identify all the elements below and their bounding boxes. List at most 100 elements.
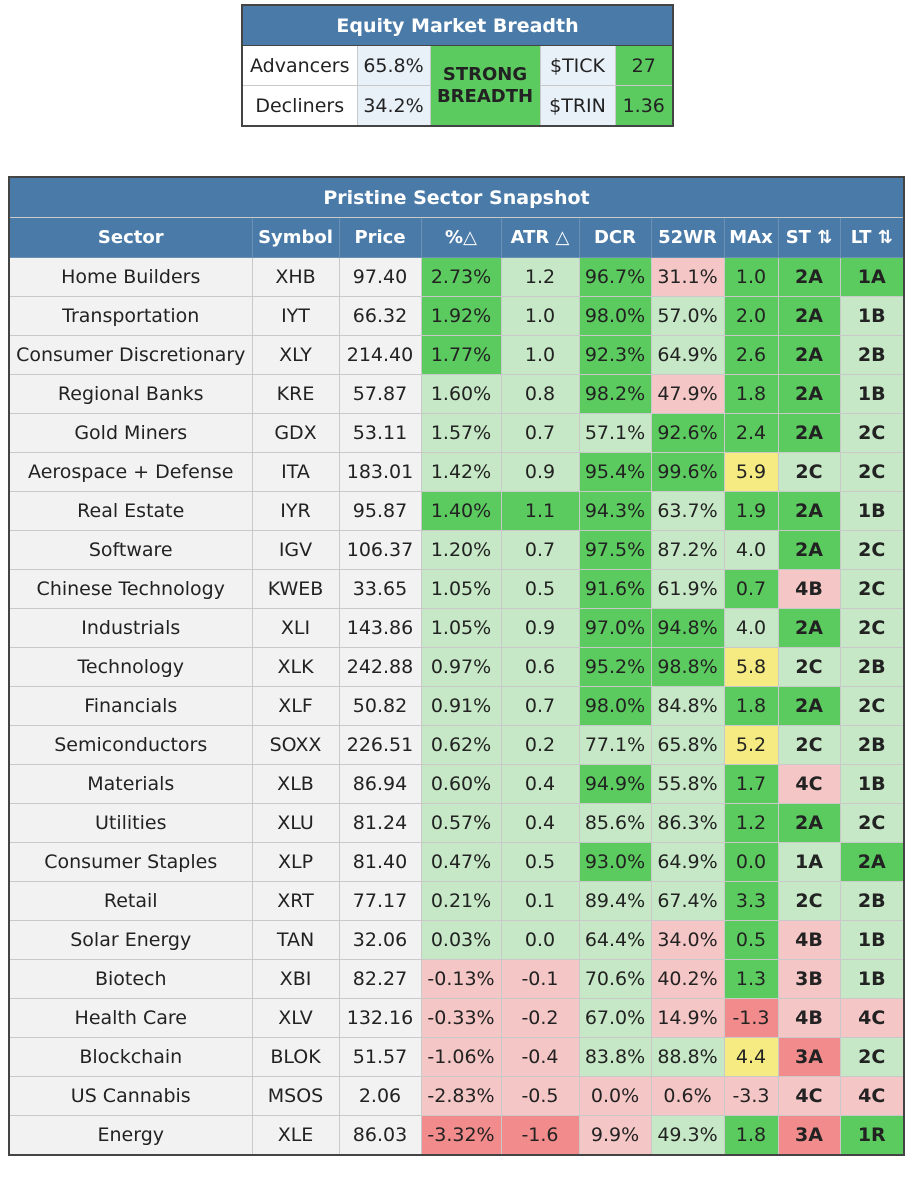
cell-sector: Semiconductors — [8, 725, 253, 765]
cell-price: 242.88 — [338, 647, 422, 687]
table-row: Retail XRT 77.17 0.21% 0.1 89.4% 67.4% 3.3 2C 2B — [8, 881, 905, 921]
cell-symbol: KRE — [251, 374, 340, 414]
cell-symbol: XLF — [251, 686, 340, 726]
cell-price: 143.86 — [338, 608, 422, 648]
sector-table-title: Pristine Sector Snapshot — [8, 176, 905, 218]
cell-pct-change: 1.60% — [420, 374, 502, 414]
table-row: Biotech XBI 82.27 -0.13% -0.1 70.6% 40.2% 1.3 3B… — [8, 959, 905, 999]
col-header-max[interactable]: MAx — [723, 217, 779, 258]
cell-dcr: 89.4% — [578, 881, 652, 921]
col-header-lt[interactable]: LT ⇅ — [839, 217, 905, 258]
cell-price: 33.65 — [338, 569, 422, 609]
cell-pct-change: 0.47% — [420, 842, 502, 882]
cell-max: 4.0 — [723, 530, 779, 570]
col-header-52wr[interactable]: 52WR — [650, 217, 725, 258]
cell-atr-change: -0.1 — [500, 959, 580, 999]
cell-sector: Health Care — [8, 998, 253, 1038]
table-row: Semiconductors SOXX 226.51 0.62% 0.2 77.1% 65.… — [8, 725, 905, 765]
sector-table-body: Home Builders XHB 97.40 2.73% 1.2 96.7% 31.1% 1… — [8, 257, 905, 1156]
cell-atr-change: 0.7 — [500, 530, 580, 570]
cell-pct-change: 0.57% — [420, 803, 502, 843]
cell-pct-change: -1.06% — [420, 1037, 502, 1077]
col-header-st[interactable]: ST ⇅ — [777, 217, 841, 258]
cell-atr-change: 0.5 — [500, 842, 580, 882]
table-row: Energy XLE 86.03 -3.32% -1.6 9.9% 49.3% 1.8 3A 1R — [8, 1115, 905, 1156]
cell-atr-change: 0.2 — [500, 725, 580, 765]
cell-max: -3.3 — [723, 1076, 779, 1116]
col-header-symbol[interactable]: Symbol — [251, 217, 340, 258]
table-row: Chinese Technology KWEB 33.65 1.05% 0.5 91.6%… — [8, 569, 905, 609]
cell-price: 51.57 — [338, 1037, 422, 1077]
cell-price: 2.06 — [338, 1076, 422, 1116]
cell-lt: 4C — [839, 1076, 905, 1116]
cell-lt: 2A — [839, 842, 905, 882]
cell-atr-change: 0.9 — [500, 608, 580, 648]
advancers-label: Advancers — [241, 45, 358, 86]
cell-52wr: 34.0% — [650, 920, 725, 960]
cell-52wr: 55.8% — [650, 764, 725, 804]
decliners-label: Decliners — [241, 85, 358, 127]
cell-52wr: 92.6% — [650, 413, 725, 453]
col-header-sector[interactable]: Sector — [8, 217, 253, 258]
cell-dcr: 92.3% — [578, 335, 652, 375]
cell-st: 2C — [777, 452, 841, 492]
cell-pct-change: -2.83% — [420, 1076, 502, 1116]
cell-st: 2A — [777, 686, 841, 726]
cell-52wr: 84.8% — [650, 686, 725, 726]
cell-st: 3A — [777, 1115, 841, 1156]
cell-max: 1.3 — [723, 959, 779, 999]
cell-dcr: 0.0% — [578, 1076, 652, 1116]
col-header-pct-change[interactable]: %△ — [420, 217, 502, 258]
cell-dcr: 95.4% — [578, 452, 652, 492]
cell-sector: Transportation — [8, 296, 253, 336]
cell-st: 4B — [777, 569, 841, 609]
cell-52wr: 57.0% — [650, 296, 725, 336]
col-header-dcr[interactable]: DCR — [578, 217, 652, 258]
cell-52wr: 64.9% — [650, 842, 725, 882]
cell-price: 57.87 — [338, 374, 422, 414]
cell-max: 0.0 — [723, 842, 779, 882]
cell-lt: 2C — [839, 608, 905, 648]
cell-symbol: XLY — [251, 335, 340, 375]
cell-sector: Solar Energy — [8, 920, 253, 960]
table-row: Consumer Discretionary XLY 214.40 1.77% 1.0 9… — [8, 335, 905, 375]
cell-price: 81.24 — [338, 803, 422, 843]
cell-price: 226.51 — [338, 725, 422, 765]
cell-max: 1.8 — [723, 686, 779, 726]
cell-pct-change: -0.13% — [420, 959, 502, 999]
cell-52wr: 94.8% — [650, 608, 725, 648]
cell-st: 2A — [777, 257, 841, 297]
cell-sector: Gold Miners — [8, 413, 253, 453]
sector-snapshot-table: Pristine Sector Snapshot Sector Symbol P… — [8, 176, 905, 1156]
cell-max: 2.4 — [723, 413, 779, 453]
market-breadth-table: Equity Market Breadth Advancers 65.8% ST… — [241, 4, 674, 127]
cell-price: 97.40 — [338, 257, 422, 297]
cell-pct-change: 1.05% — [420, 608, 502, 648]
col-header-atr-change[interactable]: ATR △ — [500, 217, 580, 258]
cell-sector: Industrials — [8, 608, 253, 648]
cell-price: 86.94 — [338, 764, 422, 804]
cell-lt: 1A — [839, 257, 905, 297]
cell-price: 106.37 — [338, 530, 422, 570]
cell-52wr: 88.8% — [650, 1037, 725, 1077]
cell-st: 2A — [777, 335, 841, 375]
cell-dcr: 64.4% — [578, 920, 652, 960]
cell-lt: 1B — [839, 920, 905, 960]
cell-atr-change: -0.2 — [500, 998, 580, 1038]
col-header-price[interactable]: Price — [338, 217, 422, 258]
cell-symbol: XLV — [251, 998, 340, 1038]
cell-lt: 2B — [839, 881, 905, 921]
cell-atr-change: 0.4 — [500, 764, 580, 804]
cell-dcr: 97.0% — [578, 608, 652, 648]
cell-dcr: 9.9% — [578, 1115, 652, 1156]
cell-dcr: 98.0% — [578, 296, 652, 336]
cell-price: 81.40 — [338, 842, 422, 882]
cell-lt: 2B — [839, 725, 905, 765]
cell-52wr: 49.3% — [650, 1115, 725, 1156]
cell-dcr: 77.1% — [578, 725, 652, 765]
cell-symbol: MSOS — [251, 1076, 340, 1116]
cell-atr-change: -0.5 — [500, 1076, 580, 1116]
cell-sector: Regional Banks — [8, 374, 253, 414]
cell-st: 4B — [777, 920, 841, 960]
cell-sector: Chinese Technology — [8, 569, 253, 609]
